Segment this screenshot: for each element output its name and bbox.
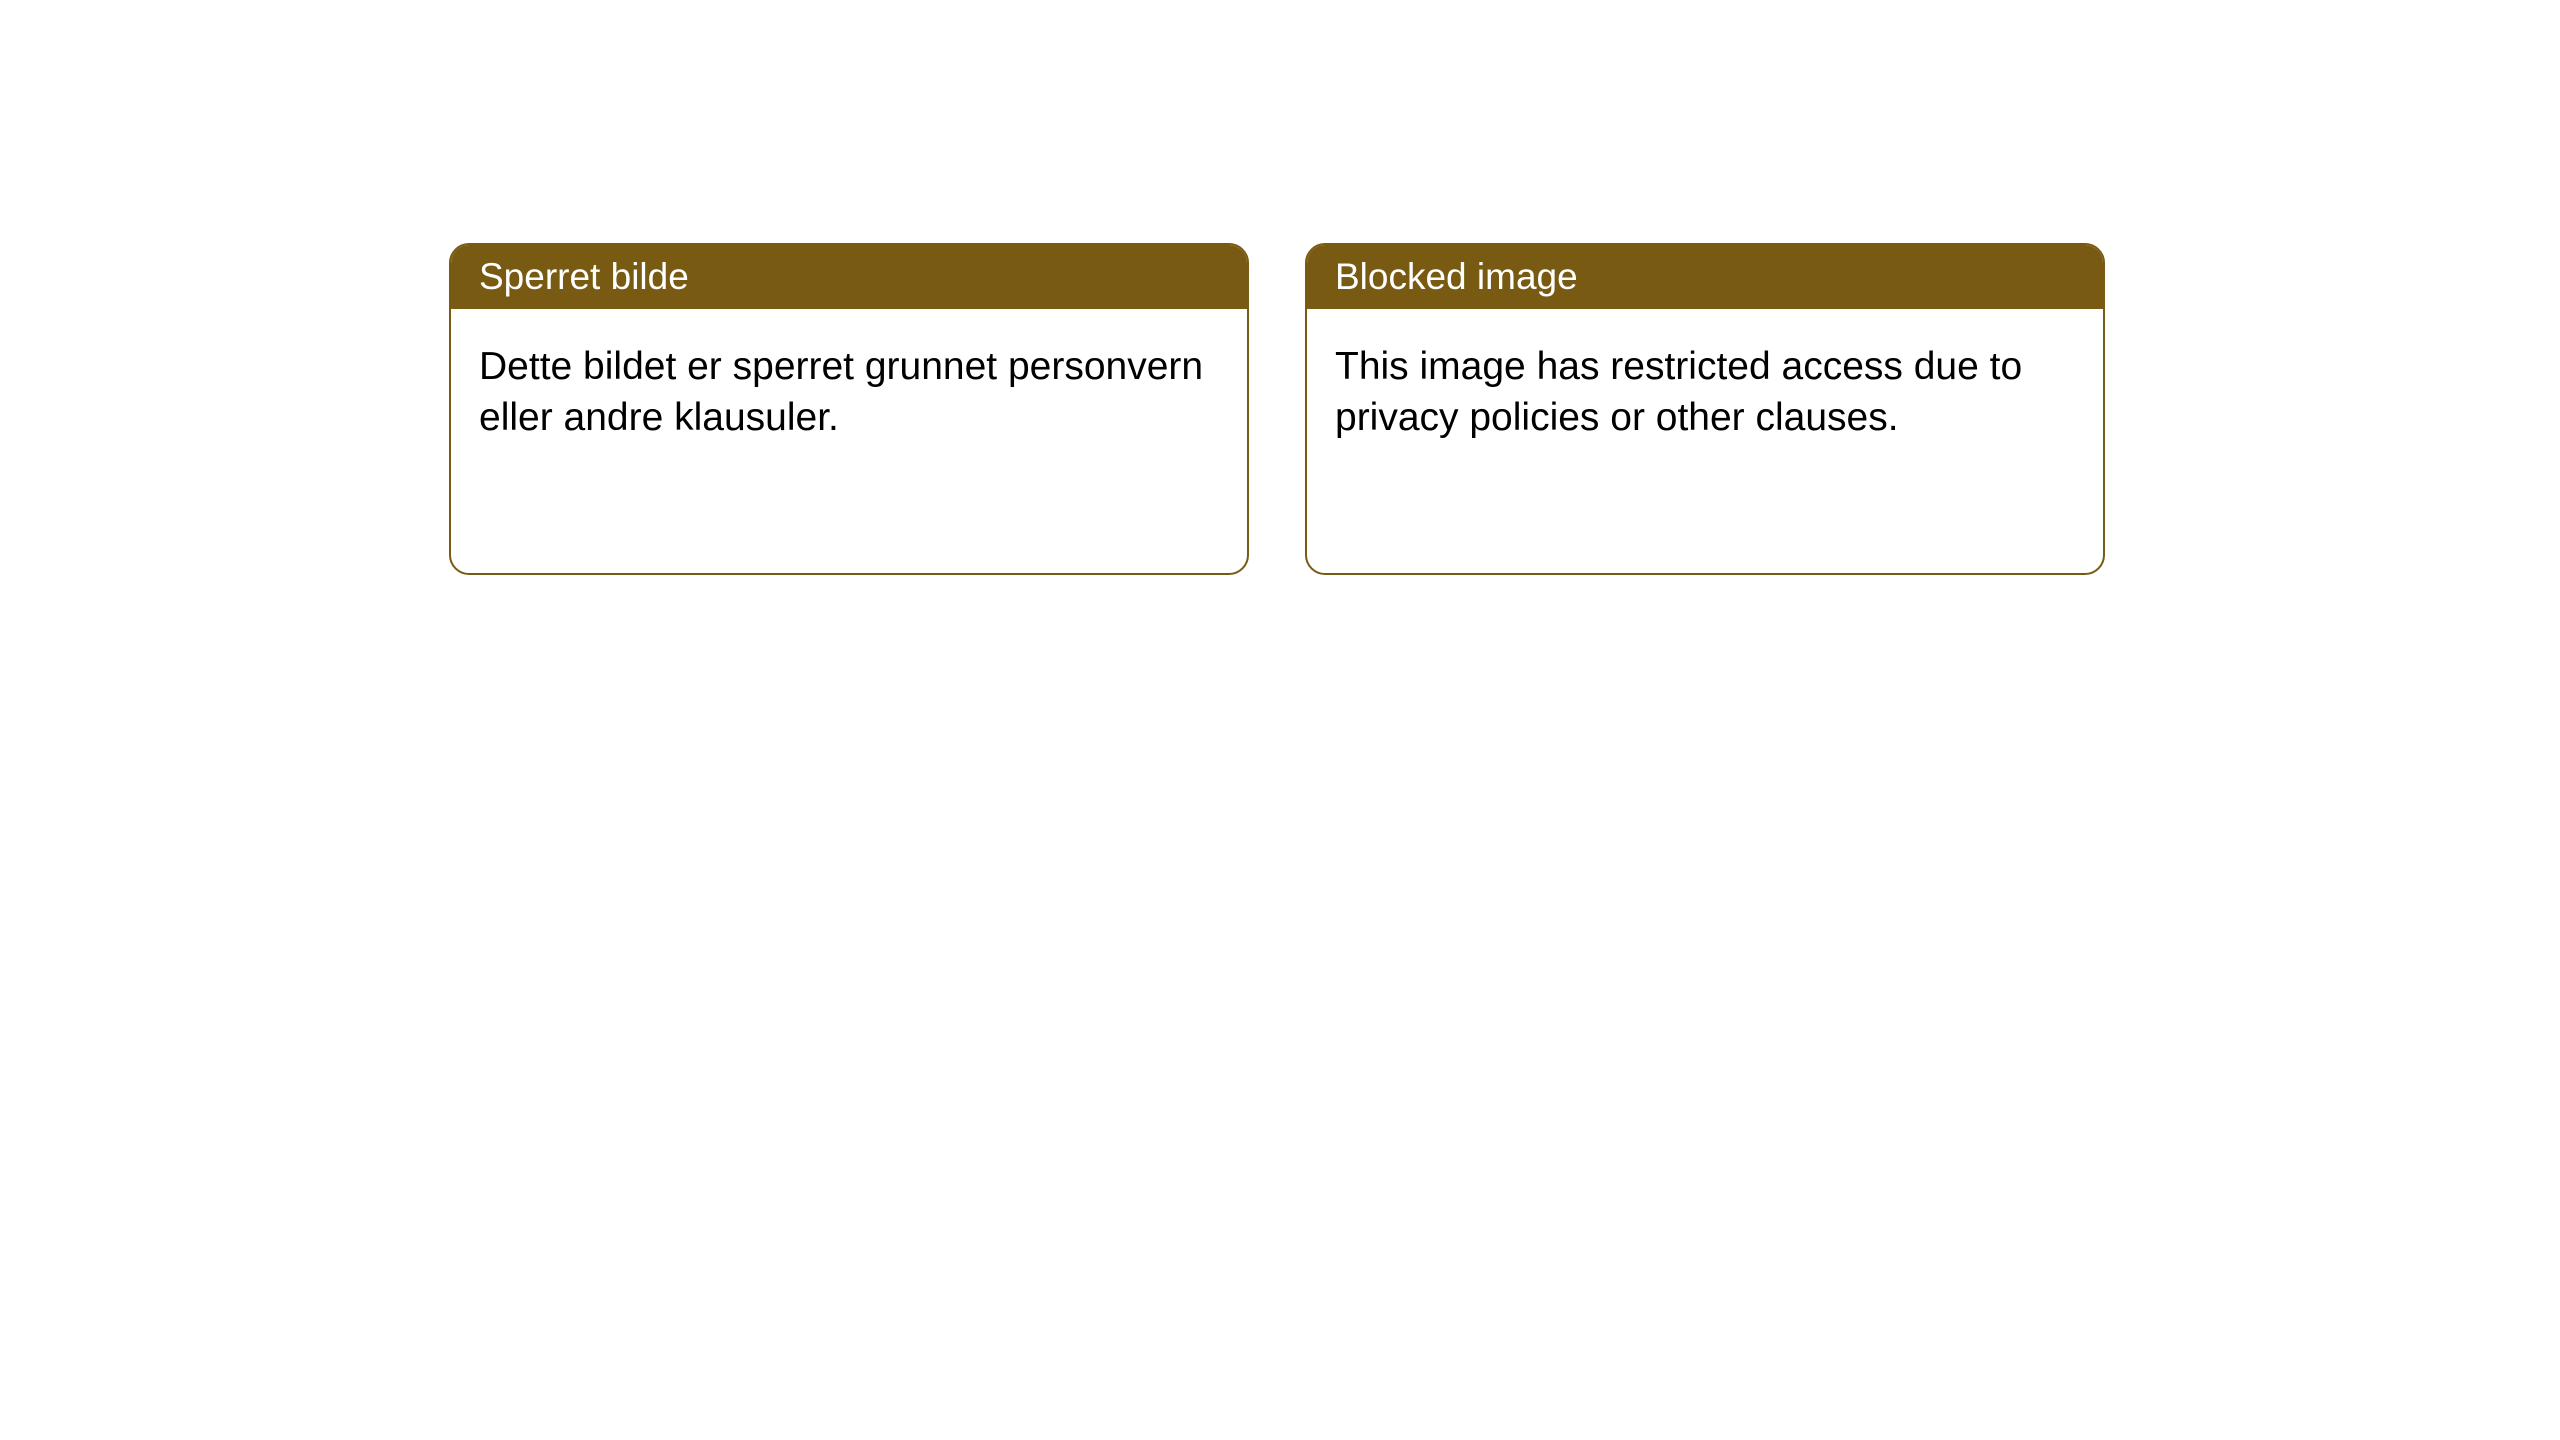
notice-title: Sperret bilde [479,256,689,297]
notice-title: Blocked image [1335,256,1578,297]
notice-body: Dette bildet er sperret grunnet personve… [451,309,1247,476]
notice-container: Sperret bilde Dette bildet er sperret gr… [449,243,2105,575]
notice-header: Sperret bilde [451,245,1247,309]
notice-body-text: Dette bildet er sperret grunnet personve… [479,345,1203,439]
notice-card-norwegian: Sperret bilde Dette bildet er sperret gr… [449,243,1249,575]
notice-card-english: Blocked image This image has restricted … [1305,243,2105,575]
notice-header: Blocked image [1307,245,2103,309]
notice-body-text: This image has restricted access due to … [1335,345,2022,439]
notice-body: This image has restricted access due to … [1307,309,2103,476]
